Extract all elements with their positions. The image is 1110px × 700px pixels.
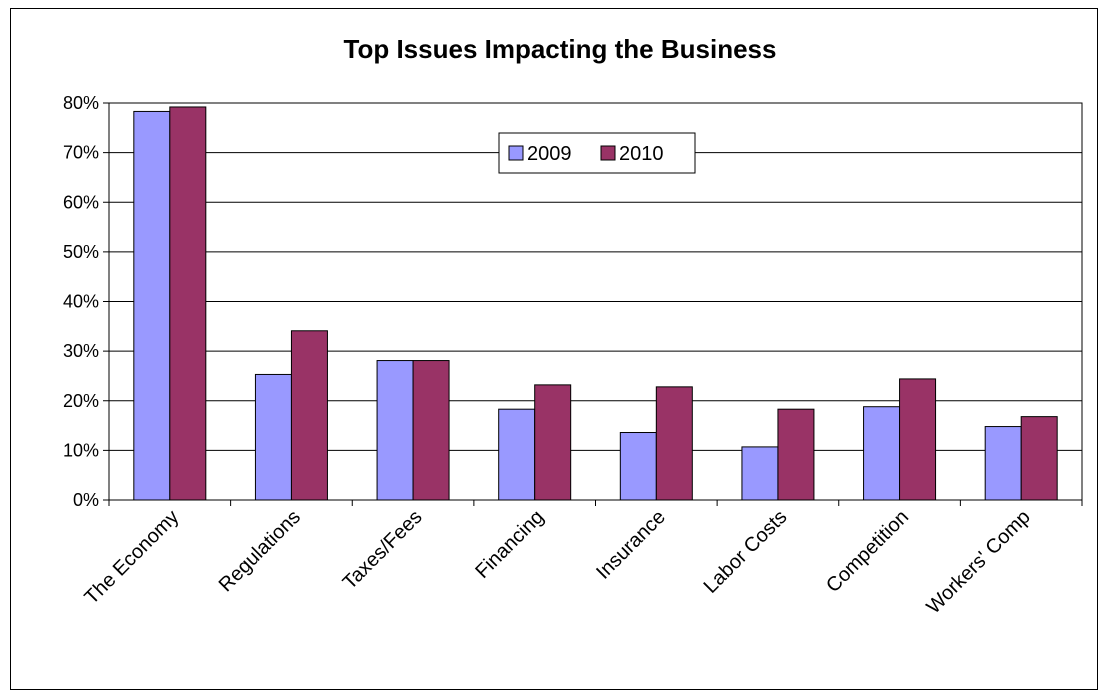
chart-frame: Top Issues Impacting the Business 0% 10% 2… <box>10 8 1098 690</box>
chart-title: Top Issues Impacting the Business <box>344 34 777 64</box>
bar-2009-5 <box>741 446 779 501</box>
y-tick-label: 70% <box>63 143 99 163</box>
x-category-label: The Economy <box>81 506 184 609</box>
x-category-label: Competition <box>822 506 913 597</box>
bar-2010-3 <box>534 384 572 501</box>
legend-swatch <box>508 145 524 161</box>
bar-2009-6 <box>863 406 901 501</box>
bar-2009-7 <box>984 426 1022 501</box>
bar-2009-1 <box>254 373 292 501</box>
bar-2010-6 <box>899 378 937 501</box>
bar-2010-7 <box>1020 416 1058 501</box>
bar-2009-0 <box>133 110 171 501</box>
x-category-label: Labor Costs <box>700 506 792 598</box>
x-category-label: Workers' Comp <box>922 506 1034 618</box>
x-category-label: Financing <box>471 506 548 583</box>
x-category-label: Insurance <box>592 506 670 584</box>
bar-chart: Top Issues Impacting the Business 0% 10% 2… <box>63 34 1083 618</box>
bar-2009-3 <box>498 408 536 501</box>
y-tick-label: 10% <box>63 440 99 460</box>
y-tick-label: 60% <box>63 192 99 212</box>
legend-label: 2009 <box>527 143 572 165</box>
x-category-label: Regulations <box>215 506 305 596</box>
y-tick-label: 20% <box>63 391 99 411</box>
bar-2009-4 <box>619 432 657 501</box>
bar-2010-4 <box>655 386 693 501</box>
legend: 2009 2010 <box>498 132 696 174</box>
y-tick-label: 40% <box>63 292 99 312</box>
legend-swatch <box>600 145 616 161</box>
y-tick-label: 80% <box>63 93 99 113</box>
y-tick-label: 30% <box>63 341 99 361</box>
bar-2010-0 <box>169 106 207 501</box>
y-tick-label: 50% <box>63 242 99 262</box>
x-category-label: Taxes/Fees <box>339 506 427 594</box>
legend-label: 2010 <box>619 143 664 165</box>
bar-2010-2 <box>412 360 450 501</box>
bar-2010-5 <box>777 408 815 501</box>
bar-2009-2 <box>376 360 414 501</box>
legend-box <box>498 132 696 174</box>
bar-2010-1 <box>290 330 328 501</box>
y-tick-label: 0% <box>73 490 99 510</box>
